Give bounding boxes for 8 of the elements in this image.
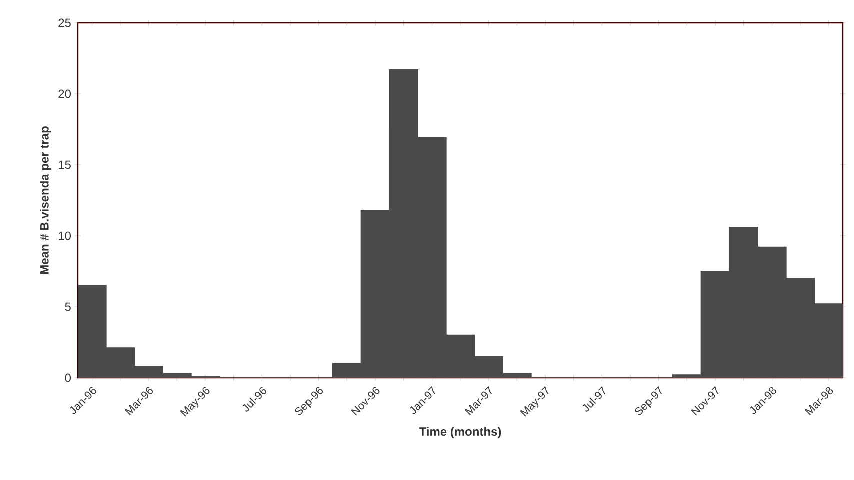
- y-axis-title: Mean # B.visenda per trap: [40, 126, 52, 274]
- x-axis-title: Time (months): [419, 427, 502, 438]
- y-tick-label: 0: [65, 374, 72, 382]
- y-tick-label: 25: [58, 18, 71, 28]
- y-tick-label: 20: [58, 90, 72, 98]
- y-tick-label: 5: [65, 302, 71, 312]
- y-tick-label: 15: [59, 160, 71, 170]
- y-tick-label: 10: [59, 232, 72, 240]
